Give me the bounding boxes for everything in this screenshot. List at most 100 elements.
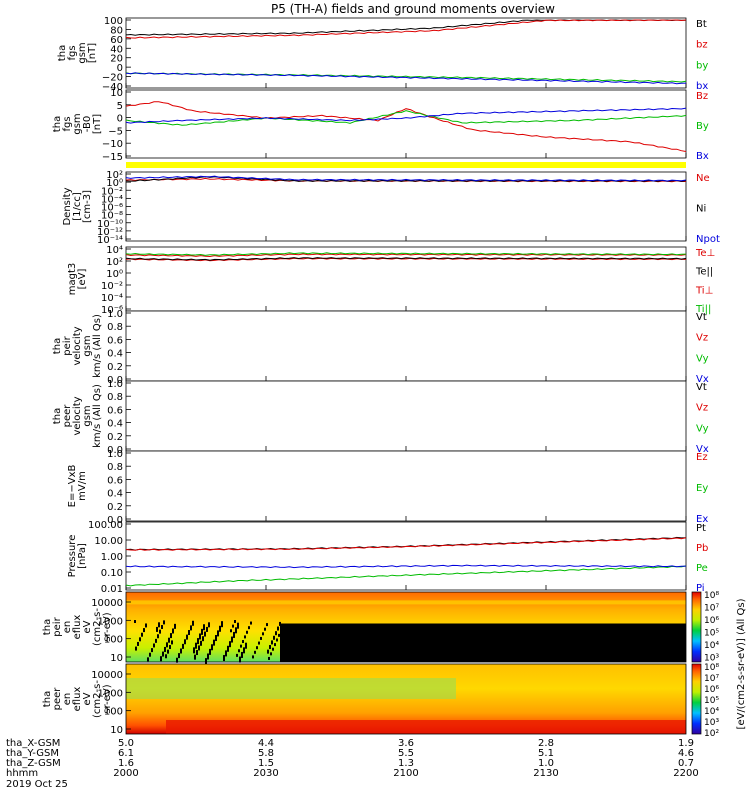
- y-tick-label: 10: [110, 725, 123, 736]
- y-axis-label: velocity: [72, 396, 83, 435]
- y-tick-label: 10000: [91, 598, 123, 609]
- series-line-Bx: [125, 107, 687, 124]
- spectrogram-pixel: [244, 635, 246, 639]
- y-axis-label: km/s (All Qs): [92, 384, 103, 448]
- y-tick-label: 0.2: [107, 362, 123, 373]
- spectrogram-pixel: [266, 623, 268, 627]
- colorbar-tick-label: 10⁶: [704, 685, 719, 695]
- spectrogram-pixel: [211, 644, 213, 651]
- spectrogram-pixel: [277, 626, 279, 631]
- colorbar-tick-label: 10²: [704, 729, 719, 739]
- panel-frame: [125, 310, 687, 382]
- y-tick-label: 0.0: [107, 515, 123, 526]
- spectrogram-pixel: [268, 656, 270, 660]
- y-tick-label: −15: [102, 152, 123, 163]
- y-tick-label: 10⁻⁶: [101, 203, 123, 214]
- y-tick-label: 0.0: [107, 445, 123, 456]
- y-tick-label: 10²: [106, 170, 123, 181]
- spectrogram-low-count-region: [280, 623, 686, 662]
- colorbar-tick-label: 10⁵: [704, 696, 719, 706]
- legend-entry: Vt: [696, 312, 707, 323]
- y-tick-label: 100.00: [88, 520, 123, 531]
- ephemeris-value: 2200: [673, 768, 698, 779]
- colorbar-tick-label: 10³: [704, 718, 719, 728]
- y-tick-label: 10⁻⁶: [101, 305, 123, 316]
- spectrogram-pixel: [271, 640, 273, 645]
- spectrogram-pixel: [208, 622, 210, 628]
- y-tick-label: 1.0: [107, 309, 123, 320]
- ephemeris-value: 1.3: [398, 758, 414, 769]
- y-tick-label: 10: [110, 653, 123, 664]
- spectrogram-pixel: [151, 648, 153, 653]
- y-axis-label: en: [62, 693, 73, 706]
- spectrogram-pixel: [168, 637, 170, 643]
- y-tick-label: 10⁻¹⁰: [97, 219, 123, 230]
- y-tick-label: 0.2: [107, 502, 123, 513]
- spectrogram-pixel: [163, 620, 165, 625]
- spectrogram-pixel: [276, 638, 278, 642]
- ephemeris-value: 1.0: [538, 758, 554, 769]
- spectrogram-pixel: [260, 636, 262, 640]
- spectrogram-pixel: [178, 653, 180, 659]
- y-axis-label: [nT]: [92, 114, 103, 134]
- y-axis-label: eflux: [72, 615, 83, 640]
- ephemeris-value: 2.8: [538, 738, 554, 749]
- panel-pressure: Pressure [nPa] 100.00 10.00 1.00 0.10 0.01 Pt Pb…: [67, 520, 708, 595]
- y-tick-label: 0.10: [101, 568, 123, 579]
- y-tick-label: 1000: [98, 688, 123, 699]
- spectrogram-pixel: [283, 651, 285, 656]
- spectrogram-pixel: [215, 635, 217, 642]
- y-axis-label: tha: [52, 408, 63, 424]
- y-axis-label: en: [62, 621, 73, 634]
- panel-frame: [125, 521, 687, 591]
- spectrogram-pixel: [184, 639, 186, 645]
- y-tick-label: 0.2: [107, 432, 123, 443]
- legend-entry: Vx: [696, 444, 709, 455]
- ephemeris-value: 3.6: [398, 738, 414, 749]
- legend-entry: Vt: [696, 382, 707, 393]
- legend-entry: by: [696, 60, 708, 71]
- spectrogram-pixel: [223, 655, 225, 662]
- spectrogram-pixel: [274, 643, 276, 647]
- y-axis-label: peer: [62, 404, 73, 428]
- y-tick-label: 0.8: [107, 392, 123, 403]
- spectrogram-pixel: [198, 645, 200, 651]
- y-tick-label: 10⁴: [106, 245, 123, 256]
- y-tick-label: 10⁻²: [101, 186, 123, 197]
- y-tick-label: 0.01: [101, 584, 123, 595]
- spectrogram-pixel: [205, 658, 207, 665]
- y-axis-label: magt3: [67, 263, 78, 296]
- y-tick-label: 60: [110, 35, 123, 46]
- spectrogram-pixel: [250, 621, 252, 625]
- y-tick-label: 0.0: [107, 375, 123, 386]
- spectrogram-pixel: [153, 643, 155, 648]
- y-tick-label: 1000: [98, 616, 123, 627]
- spectrogram-pixel: [157, 634, 159, 639]
- y-tick-label: 10.00: [94, 536, 123, 547]
- legend-entry: Vy: [696, 423, 709, 434]
- spectrogram-pixel: [252, 655, 254, 659]
- colorbar-tick-label: 10⁵: [704, 629, 719, 639]
- colorbar-tick-label: 10⁶: [704, 616, 719, 626]
- spectrogram-pixel: [242, 640, 244, 644]
- spectrogram-pixel: [227, 645, 229, 652]
- spectrogram-pixel: [155, 638, 157, 643]
- spectrogram-pixel: [262, 632, 264, 636]
- y-tick-label: −5: [108, 126, 123, 137]
- spectrogram-pixel: [196, 650, 198, 656]
- ephemeris-row-label: hhmm: [6, 768, 38, 779]
- spectrogram-pixel: [235, 627, 237, 634]
- y-axis-label: eV: [82, 620, 93, 633]
- spectrogram-pixel: [219, 625, 221, 632]
- y-tick-label: 1.00: [101, 552, 123, 563]
- spectrogram-pixel: [166, 642, 168, 648]
- spectrogram-pixel: [158, 622, 160, 628]
- spectrogram-pixel: [207, 653, 209, 660]
- panel-density: Density [1/cc] [cm-3]10²10⁰10⁻²10⁻⁴10⁻⁶10⁻…: [62, 170, 720, 246]
- spectrogram-pixel: [188, 630, 190, 636]
- spectrogram-pixel: [199, 633, 201, 640]
- spectrogram-pixel: [145, 623, 147, 628]
